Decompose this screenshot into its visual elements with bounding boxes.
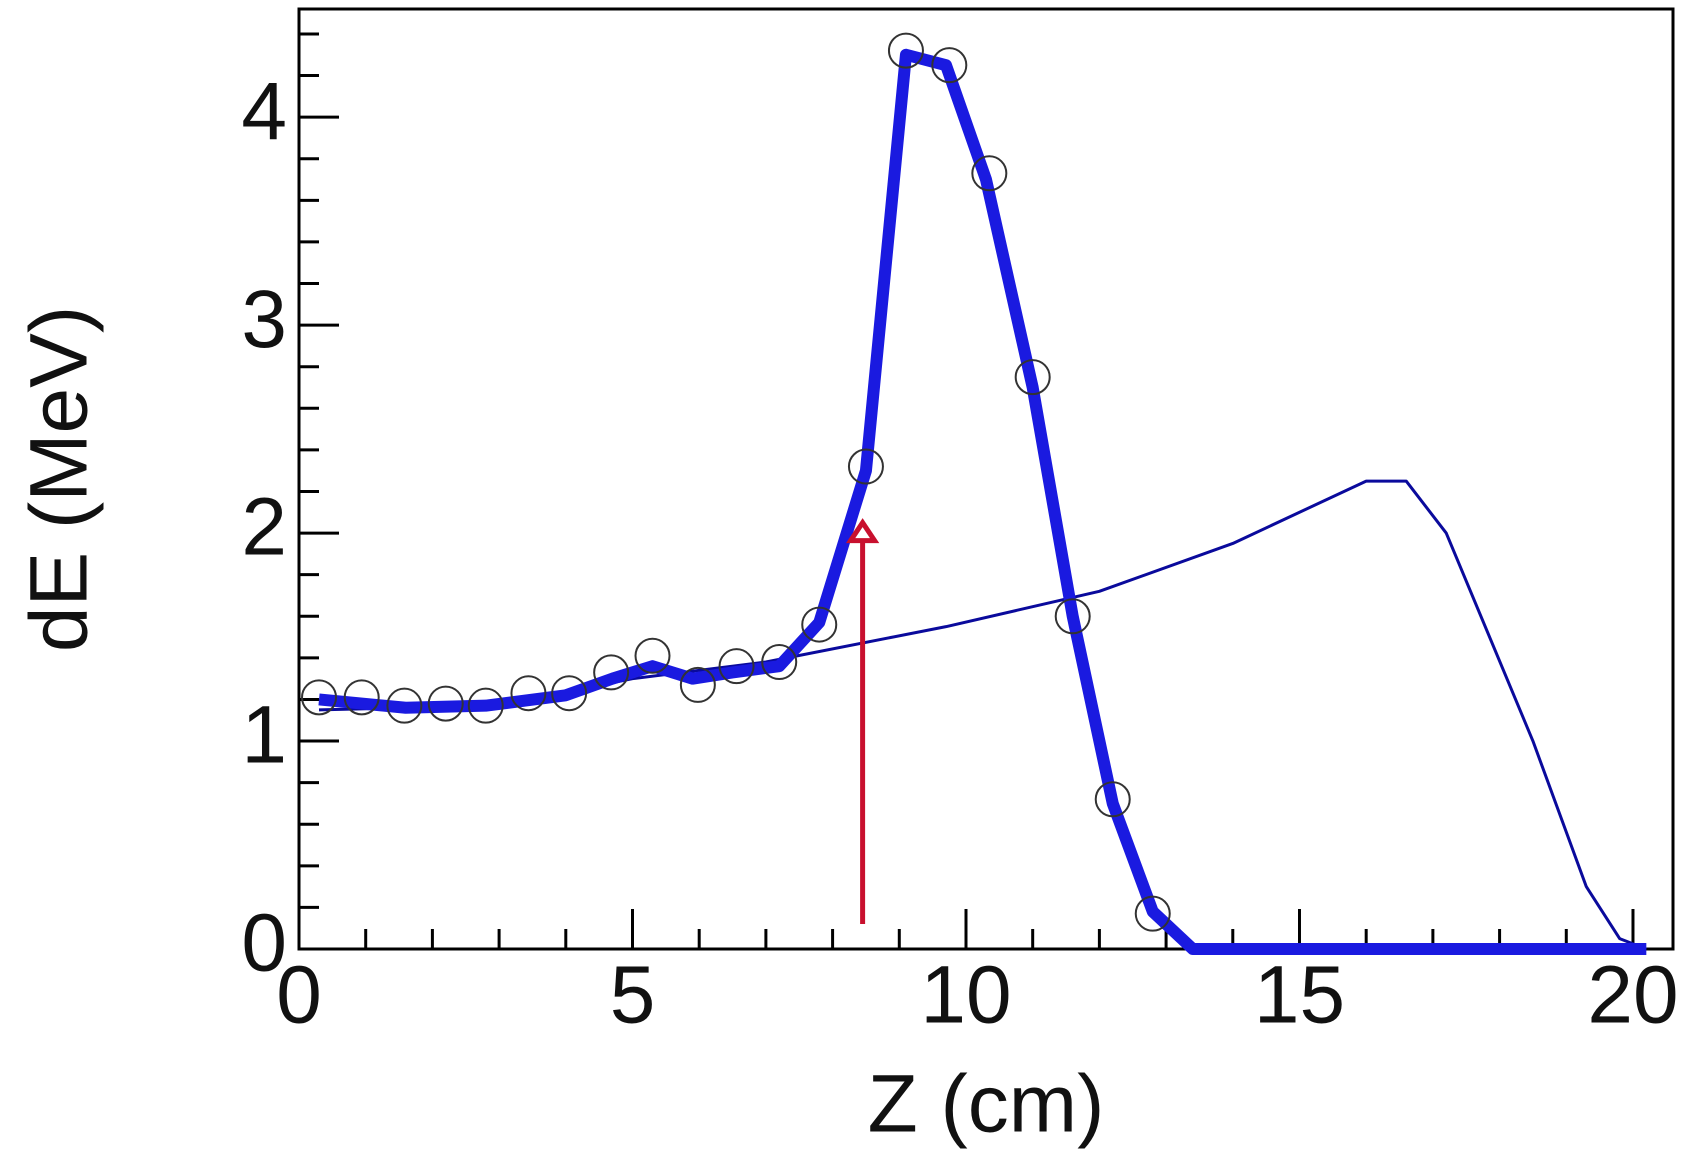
x-tick-label: 5 [610, 950, 656, 1041]
data-point [971, 155, 1008, 192]
data-point [1014, 359, 1051, 396]
y-tick-label: 4 [241, 66, 287, 157]
x-axis-label: Z (cm) [868, 1059, 1105, 1150]
data-point [551, 675, 588, 712]
data-point [887, 32, 924, 69]
data-point [593, 654, 630, 691]
data-point [1134, 895, 1171, 932]
data-point [801, 606, 838, 643]
x-tick-label: 15 [1254, 950, 1345, 1041]
data-point [931, 47, 968, 84]
y-axis-label: dE (MeV) [14, 306, 105, 652]
data-point [467, 687, 504, 724]
y-tick-label: 3 [241, 274, 287, 365]
data-point [679, 666, 716, 703]
data-point [634, 637, 671, 674]
y-tick-label: 1 [241, 690, 287, 781]
data-point [1094, 781, 1131, 818]
x-tick-label: 0 [276, 950, 322, 1041]
data-point [847, 448, 884, 485]
data-point [510, 675, 547, 712]
y-tick-label: 2 [241, 482, 287, 573]
data-point [343, 679, 380, 716]
x-tick-label: 10 [920, 950, 1011, 1041]
plot-frame [297, 7, 1675, 951]
data-point [761, 644, 798, 681]
arrow-head [845, 518, 880, 544]
data-point [1054, 598, 1091, 635]
data-point [386, 687, 423, 724]
data-point [427, 685, 464, 722]
data-line [318, 479, 1647, 951]
y-tick-label: 0 [241, 898, 287, 989]
data-line [318, 48, 1647, 955]
data-point [718, 648, 755, 685]
data-point [301, 679, 338, 716]
x-tick-label: 20 [1587, 950, 1678, 1041]
